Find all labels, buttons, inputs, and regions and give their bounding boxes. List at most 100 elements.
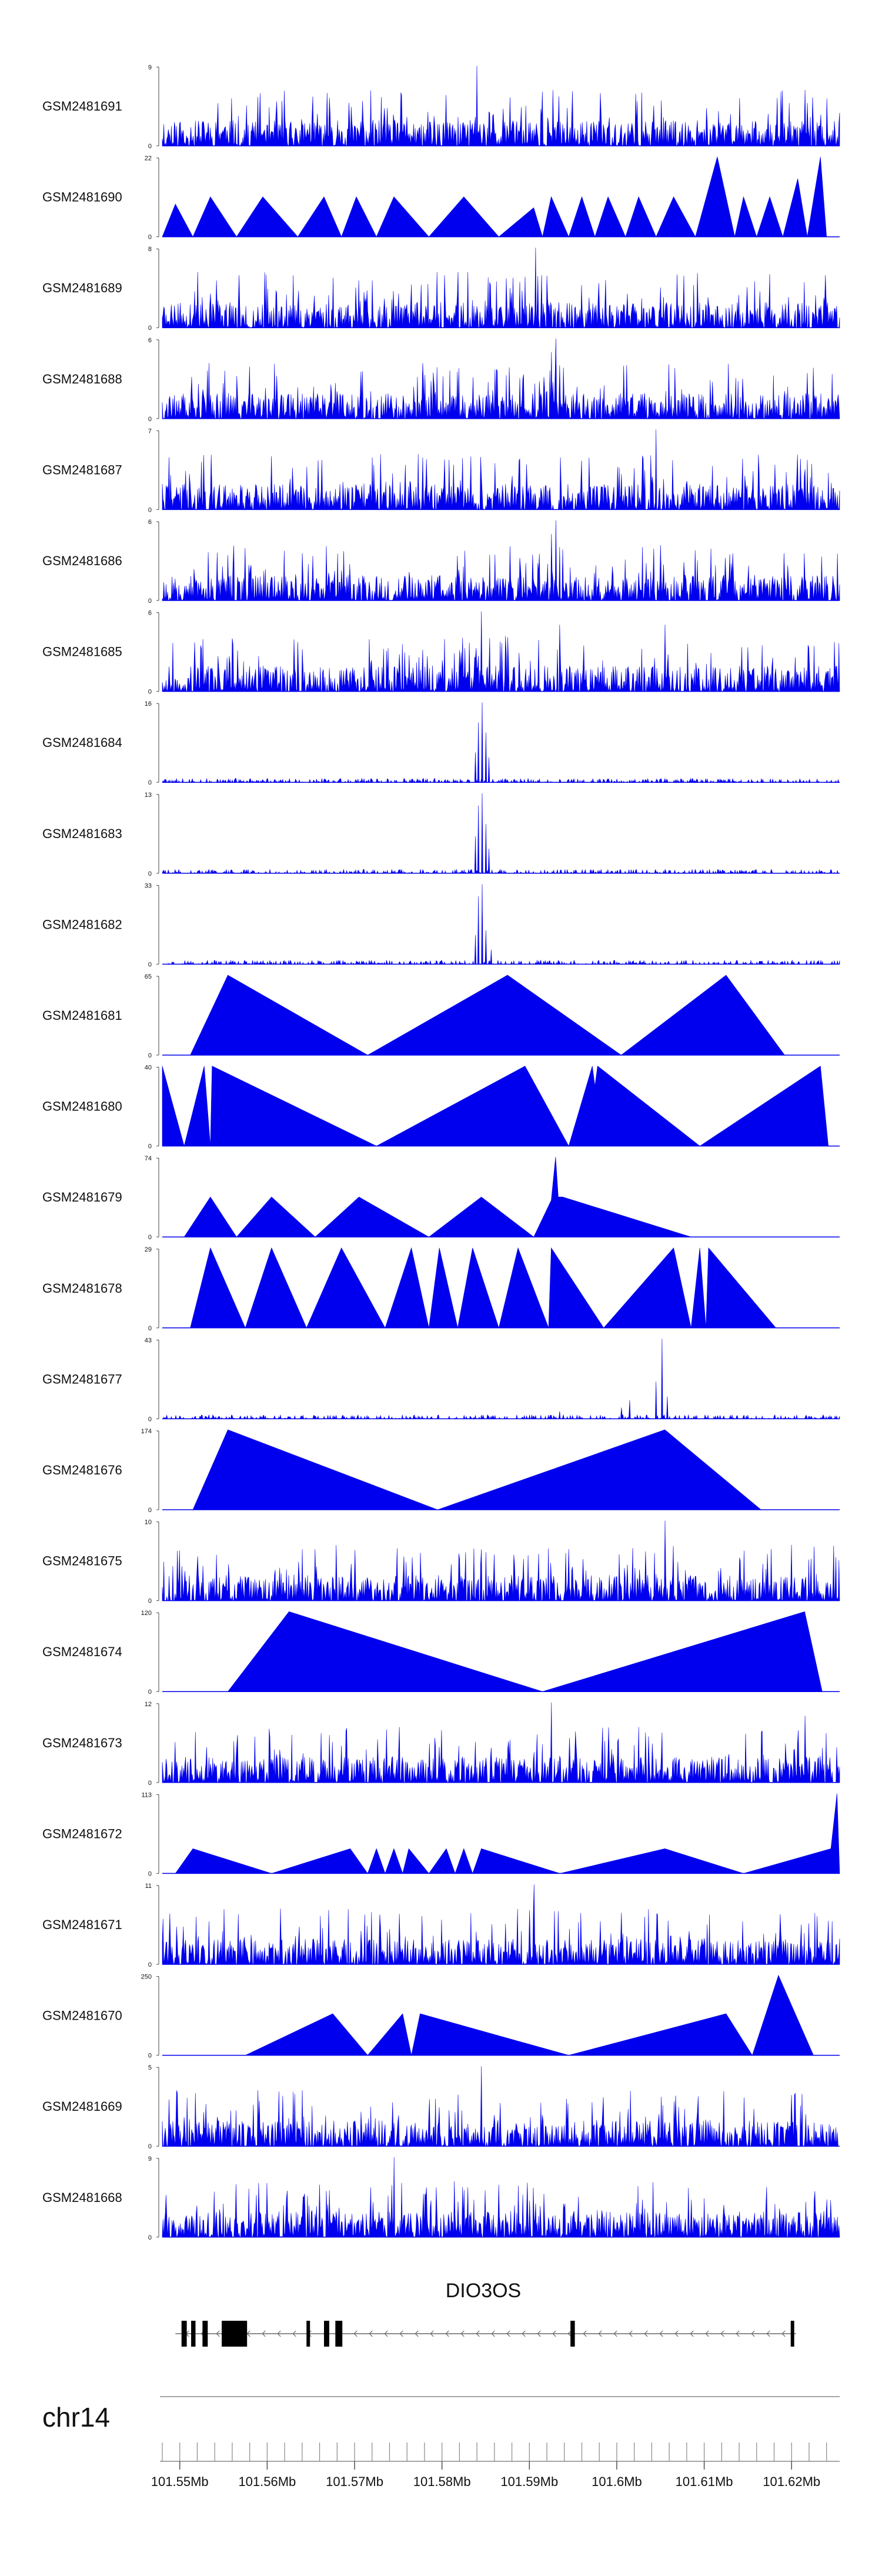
exon (335, 2321, 343, 2347)
coverage-area (162, 884, 840, 965)
axis-tick-label: 101.62Mb (763, 2474, 820, 2489)
track-label: GSM2481675 (42, 1554, 122, 1569)
track-gsm2481675: GSM2481675 10 0 (42, 1519, 840, 1605)
track-label: GSM2481685 (42, 645, 122, 659)
y-min-label: 0 (148, 1143, 152, 1150)
track-label: GSM2481682 (42, 917, 122, 932)
y-max-label: 5 (148, 2064, 152, 2071)
y-max-label: 10 (145, 1519, 152, 1526)
axis-tick-label: 101.6Mb (592, 2474, 642, 2489)
axis-tick-label: 101.58Mb (413, 2474, 471, 2489)
strand-arrow (476, 2330, 480, 2337)
y-min-label: 0 (148, 689, 152, 696)
strand-arrow (705, 2330, 709, 2337)
y-min-label: 0 (148, 779, 152, 786)
track-label: GSM2481668 (42, 2190, 122, 2205)
y-min-label: 0 (148, 506, 152, 513)
track-label: GSM2481690 (42, 190, 122, 205)
strand-arrow (567, 2330, 572, 2337)
coverage-area (190, 1247, 777, 1329)
strand-arrow (781, 2330, 786, 2337)
coverage-area (192, 1429, 762, 1510)
coverage-area (162, 156, 827, 238)
track-label: GSM2481674 (42, 1644, 122, 1659)
track-gsm2481673: GSM2481673 12 0 (42, 1701, 840, 1787)
y-min-label: 0 (148, 1052, 152, 1059)
y-max-label: 174 (141, 1428, 152, 1435)
y-min-label: 0 (148, 1416, 152, 1423)
y-min-label: 0 (148, 1961, 152, 1968)
strand-arrow (277, 2330, 281, 2337)
y-min-label: 0 (148, 1780, 152, 1787)
coverage-area (162, 429, 840, 510)
track-gsm2481672: GSM2481672 113 0 (42, 1791, 840, 1877)
genome-axis: 101.55Mb 101.56Mb 101.57Mb 101.58Mb 101.59Mb… (151, 2442, 840, 2489)
y-max-label: 9 (148, 2155, 152, 2163)
track-gsm2481680: GSM2481680 40 0 (42, 1065, 840, 1150)
y-max-label: 11 (145, 1883, 152, 1890)
coverage-area (162, 2066, 840, 2147)
track-label: GSM2481670 (42, 2008, 122, 2023)
coverage-area (162, 1702, 840, 1783)
coverage-area (162, 520, 840, 602)
y-max-label: 22 (145, 155, 152, 162)
strand-arrow (613, 2330, 617, 2337)
y-min-label: 0 (148, 2053, 152, 2060)
strand-arrow (353, 2330, 358, 2337)
track-gsm2481686: GSM2481686 6 0 (42, 519, 840, 605)
exon (570, 2321, 575, 2347)
exon (222, 2321, 248, 2347)
chromosome-label: chr14 (42, 2402, 110, 2432)
strand-arrow (384, 2330, 388, 2337)
strand-arrow (399, 2330, 403, 2337)
track-gsm2481679: GSM2481679 74 0 (42, 1155, 840, 1241)
strand-arrow (216, 2330, 220, 2337)
strand-arrow (246, 2330, 250, 2337)
track-label: GSM2481689 (42, 281, 122, 295)
gene-label: DIO3OS (446, 2280, 521, 2302)
y-max-label: 9 (148, 64, 152, 71)
y-max-label: 8 (148, 246, 152, 253)
y-max-label: 33 (145, 882, 152, 889)
exon (202, 2321, 208, 2347)
strand-arrow (644, 2330, 648, 2337)
y-min-label: 0 (148, 961, 152, 968)
y-min-label: 0 (148, 1870, 152, 1877)
coverage-area (162, 702, 840, 783)
strand-arrow (369, 2330, 373, 2337)
y-min-label: 0 (148, 234, 152, 241)
track-gsm2481671: GSM2481671 11 0 (42, 1883, 840, 1968)
track-gsm2481676: GSM2481676 174 0 (42, 1428, 840, 1514)
y-max-label: 29 (145, 1246, 152, 1253)
axis-tick-label: 101.59Mb (500, 2474, 558, 2489)
strand-arrow (720, 2330, 724, 2337)
track-label: GSM2481673 (42, 1736, 122, 1750)
y-max-label: 12 (145, 1701, 152, 1708)
y-max-label: 250 (141, 1974, 152, 1981)
strand-arrow (583, 2330, 587, 2337)
strand-arrow (690, 2330, 694, 2337)
strand-arrow (674, 2330, 679, 2337)
track-gsm2481674: GSM2481674 120 0 (42, 1610, 840, 1696)
exon (181, 2321, 187, 2347)
coverage-area (162, 1066, 829, 1147)
coverage-area (183, 1157, 691, 1237)
strand-arrow (659, 2330, 663, 2337)
track-gsm2481678: GSM2481678 29 0 (42, 1246, 840, 1332)
y-max-label: 13 (145, 792, 152, 799)
track-label: GSM2481681 (42, 1008, 122, 1023)
axis-tick-label: 101.56Mb (238, 2474, 296, 2489)
track-label: GSM2481672 (42, 1826, 122, 1841)
strand-arrow (537, 2330, 541, 2337)
track-gsm2481688: GSM2481688 6 0 (42, 337, 840, 423)
coverage-area (162, 2157, 840, 2238)
y-min-label: 0 (148, 2234, 152, 2241)
track-label: GSM2481691 (42, 99, 122, 114)
strand-arrow (262, 2330, 266, 2337)
coverage-area (162, 338, 840, 419)
y-max-label: 6 (148, 610, 152, 617)
strand-arrow (598, 2330, 602, 2337)
coverage-area (227, 1611, 823, 1692)
strand-arrow (629, 2330, 633, 2337)
coverage-area (162, 65, 840, 147)
